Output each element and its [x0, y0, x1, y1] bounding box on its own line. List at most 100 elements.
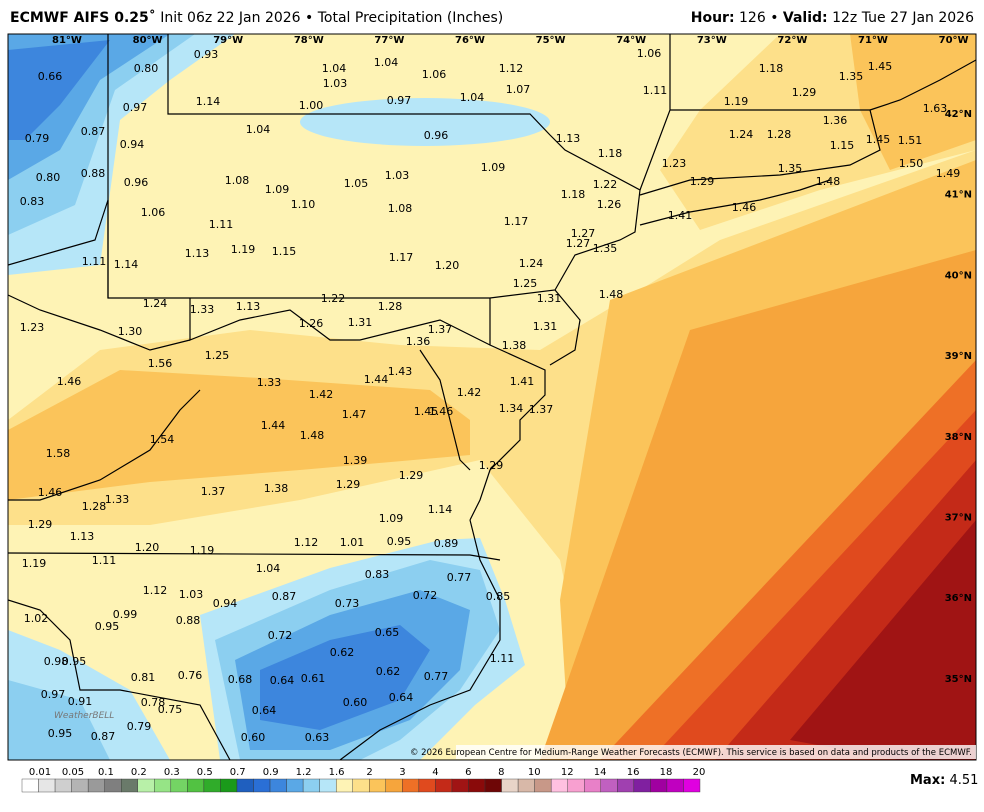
colorbar-swatch [187, 778, 205, 793]
precip-value: 0.97 [387, 94, 412, 107]
precip-value: 0.85 [486, 590, 511, 603]
longitude-label: 71°W [858, 35, 888, 46]
precip-value: 0.61 [301, 672, 326, 685]
precip-value: 1.35 [778, 162, 803, 175]
colorbar-swatch [203, 778, 221, 793]
precip-value: 1.09 [481, 161, 506, 174]
precip-value: 0.63 [305, 731, 330, 744]
precip-value: 0.62 [330, 646, 355, 659]
precip-value: 1.35 [593, 242, 618, 255]
colorbar-swatch [484, 778, 502, 793]
precip-value: 1.33 [190, 303, 215, 316]
precip-value: 1.26 [299, 317, 324, 330]
precip-value: 1.48 [816, 175, 841, 188]
colorbar-label: 1.2 [296, 767, 312, 778]
precip-value: 1.18 [598, 147, 623, 160]
precip-value: 1.20 [135, 541, 160, 554]
precip-value: 0.87 [272, 590, 297, 603]
precip-value: 1.37 [201, 485, 226, 498]
colorbar-swatch [269, 778, 287, 793]
precip-value: 1.28 [767, 128, 792, 141]
precip-value: 1.07 [506, 83, 531, 96]
valid-time: 12z Tue 27 Jan 2026 [832, 10, 974, 26]
precip-value: 1.58 [46, 447, 71, 460]
precip-value: 0.79 [25, 132, 50, 145]
precip-value: 1.56 [148, 357, 173, 370]
precip-value: 1.09 [379, 512, 404, 525]
colorbar-swatch [87, 778, 105, 793]
precip-value: 0.80 [36, 171, 61, 184]
precip-value: 0.98 [44, 655, 69, 668]
colorbar-swatch [633, 778, 651, 793]
colorbar-swatch [335, 778, 353, 793]
precip-value: 0.94 [213, 597, 238, 610]
precip-value: 1.03 [385, 169, 410, 182]
colorbar-swatch [600, 778, 618, 793]
hour: 126 [739, 10, 766, 26]
precip-value: 1.26 [597, 198, 622, 211]
precip-value: 1.46 [38, 486, 63, 499]
precip-value: 1.27 [566, 237, 591, 250]
colorbar-label: 2 [366, 767, 372, 778]
precip-value: 1.35 [839, 70, 864, 83]
latitude-label: 40°N [945, 270, 972, 281]
colorbar-label: 16 [627, 767, 640, 778]
precip-value: 1.25 [205, 349, 230, 362]
colorbar-swatch [21, 778, 39, 793]
precip-value: 1.05 [344, 177, 369, 190]
precip-value: 1.19 [724, 95, 749, 108]
colorbar-label: 0.1 [98, 767, 114, 778]
colorbar-swatch [451, 778, 469, 793]
copyright: © 2026 European Centre for Medium-Range … [410, 748, 972, 758]
precip-value: 1.29 [336, 478, 361, 491]
precip-value: 0.65 [375, 626, 400, 639]
precip-value: 1.30 [118, 325, 143, 338]
precip-value: 0.95 [95, 620, 120, 633]
precip-value: 1.08 [388, 202, 413, 215]
field [8, 370, 470, 500]
colorbar-swatch [435, 778, 453, 793]
longitude-label: 77°W [374, 35, 404, 46]
precip-value: 0.96 [124, 176, 149, 189]
colorbar-swatch [567, 778, 585, 793]
precip-value: 0.81 [131, 671, 156, 684]
colorbar-swatch [302, 778, 320, 793]
precip-value: 1.28 [378, 300, 403, 313]
longitude-label: 79°W [213, 35, 243, 46]
precip-value: 1.33 [257, 376, 282, 389]
colorbar-swatch [617, 778, 635, 793]
latitude-label: 41°N [945, 190, 972, 201]
precip-value: 1.18 [759, 62, 784, 75]
precip-value: 1.19 [22, 557, 47, 570]
precip-value: 1.28 [82, 500, 107, 513]
precip-value: 1.03 [179, 588, 204, 601]
colorbar-swatch [71, 778, 89, 793]
precip-value: 1.13 [556, 132, 581, 145]
map-frame [7, 33, 977, 761]
precip-value: 1.41 [510, 375, 535, 388]
precip-value: 1.22 [321, 292, 346, 305]
precip-value: 1.29 [479, 459, 504, 472]
precip-value: 1.11 [82, 255, 107, 268]
precip-value: 1.22 [593, 178, 618, 191]
precip-value: 1.24 [729, 128, 754, 141]
longitude-label: 73°W [697, 35, 727, 46]
precip-value: 1.25 [513, 277, 538, 290]
max-value: 4.51 [949, 773, 978, 788]
precip-value: 1.36 [823, 114, 848, 127]
title-detail: Init 06z 22 Jan 2026 • Total Precipitati… [160, 10, 503, 26]
latitude-label: 35°N [945, 674, 972, 685]
precip-value: 1.24 [143, 297, 168, 310]
precip-value: 1.29 [690, 175, 715, 188]
precip-value: 1.34 [499, 402, 524, 415]
precip-value: 1.06 [637, 47, 662, 60]
precip-value: 0.91 [68, 695, 93, 708]
longitude-label: 78°W [294, 35, 324, 46]
logo: WeatherBELL [54, 711, 114, 721]
borders [8, 34, 976, 760]
precip-value: 1.41 [668, 209, 693, 222]
colorbar-swatch [517, 778, 535, 793]
precip-value: 1.13 [70, 530, 95, 543]
precip-value: 0.88 [81, 167, 106, 180]
precip-value: 0.79 [127, 720, 152, 733]
